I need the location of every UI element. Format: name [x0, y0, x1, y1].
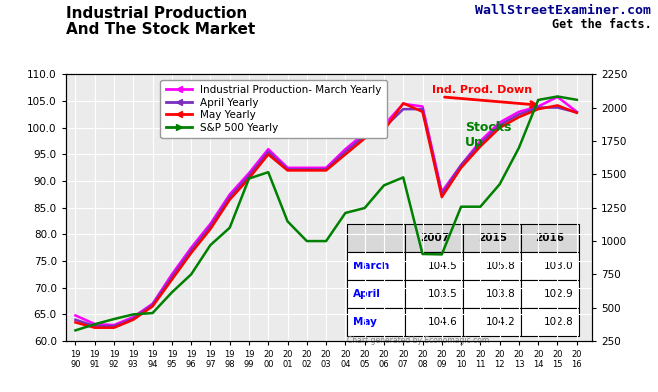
Text: WallStreetExaminer.com: WallStreetExaminer.com	[476, 4, 651, 17]
Text: Get the facts.: Get the facts.	[551, 18, 651, 31]
Text: Ind. Prod. Down: Ind. Prod. Down	[432, 85, 532, 95]
Legend: Industrial Production- March Yearly, April Yearly, May Yearly, S&P 500 Yearly: Industrial Production- March Yearly, Apr…	[161, 80, 387, 138]
Text: Chart generated by Economagic.com: Chart generated by Economagic.com	[347, 336, 490, 345]
Text: Stocks
Up: Stocks Up	[465, 122, 511, 149]
Text: Industrial Production: Industrial Production	[66, 6, 247, 21]
Text: And The Stock Market: And The Stock Market	[66, 22, 255, 36]
